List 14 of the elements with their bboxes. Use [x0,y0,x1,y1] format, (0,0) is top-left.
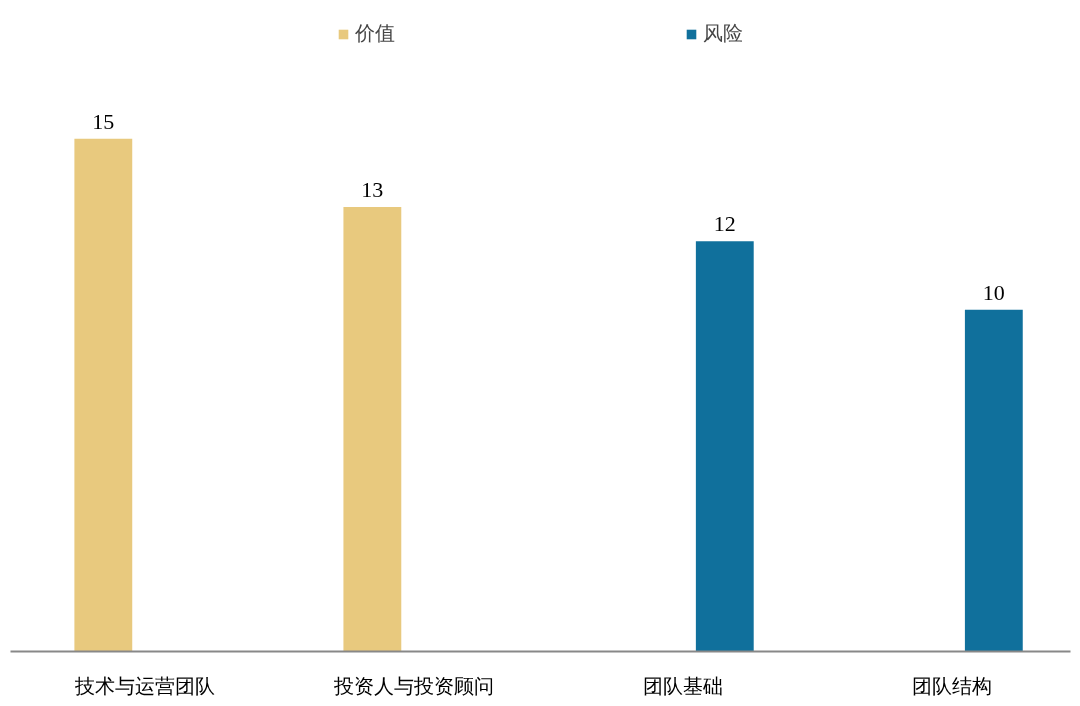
data-label: 15 [92,108,115,134]
data-label: 10 [982,279,1005,305]
x-tick-label: 团队结构 [912,673,993,698]
x-tick-label: 技术与运营团队 [74,673,216,698]
x-tick-label: 团队基础 [643,673,724,698]
legend-label: 价值 [355,20,395,47]
x-tick-label: 投资人与投资顾问 [333,673,495,698]
data-label: 12 [713,211,736,237]
bar [74,138,133,652]
bar [695,241,754,652]
bar [964,309,1023,652]
bar [343,207,402,652]
legend-label: 风险 [703,20,743,47]
data-label: 13 [361,177,384,203]
